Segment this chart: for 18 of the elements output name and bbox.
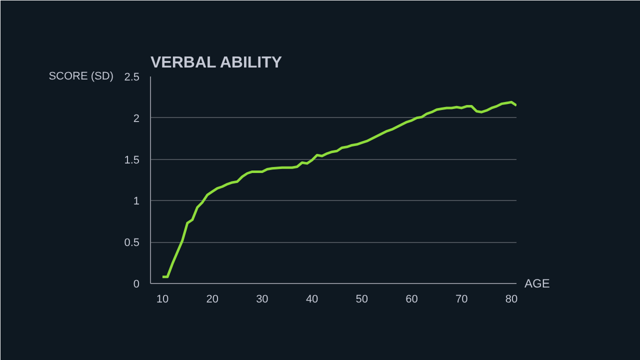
y-tick-label: 0.5 bbox=[124, 237, 140, 250]
chart-title: VERBAL ABILITY bbox=[150, 54, 282, 72]
x-tick-label: 70 bbox=[456, 294, 468, 306]
line-series bbox=[161, 100, 516, 278]
y-tick-label: 2.5 bbox=[124, 72, 140, 84]
x-tick-label: 30 bbox=[256, 294, 268, 306]
x-tick-label: 80 bbox=[505, 294, 518, 306]
y-tick-label: 1 bbox=[133, 196, 140, 208]
x-tick-label: 40 bbox=[306, 294, 318, 306]
y-tick-label: 0 bbox=[133, 278, 140, 290]
x-tick-label: 10 bbox=[156, 294, 169, 306]
x-tick-label: 50 bbox=[356, 294, 368, 306]
x-axis-title: AGE bbox=[524, 276, 550, 290]
y-tick-label: 1.5 bbox=[124, 154, 140, 166]
y-axis-title: SCORE (SD) bbox=[48, 70, 114, 82]
y-tick-label: 2 bbox=[133, 112, 140, 125]
x-tick-label: 20 bbox=[206, 294, 218, 306]
x-tick-label: 60 bbox=[406, 294, 418, 306]
